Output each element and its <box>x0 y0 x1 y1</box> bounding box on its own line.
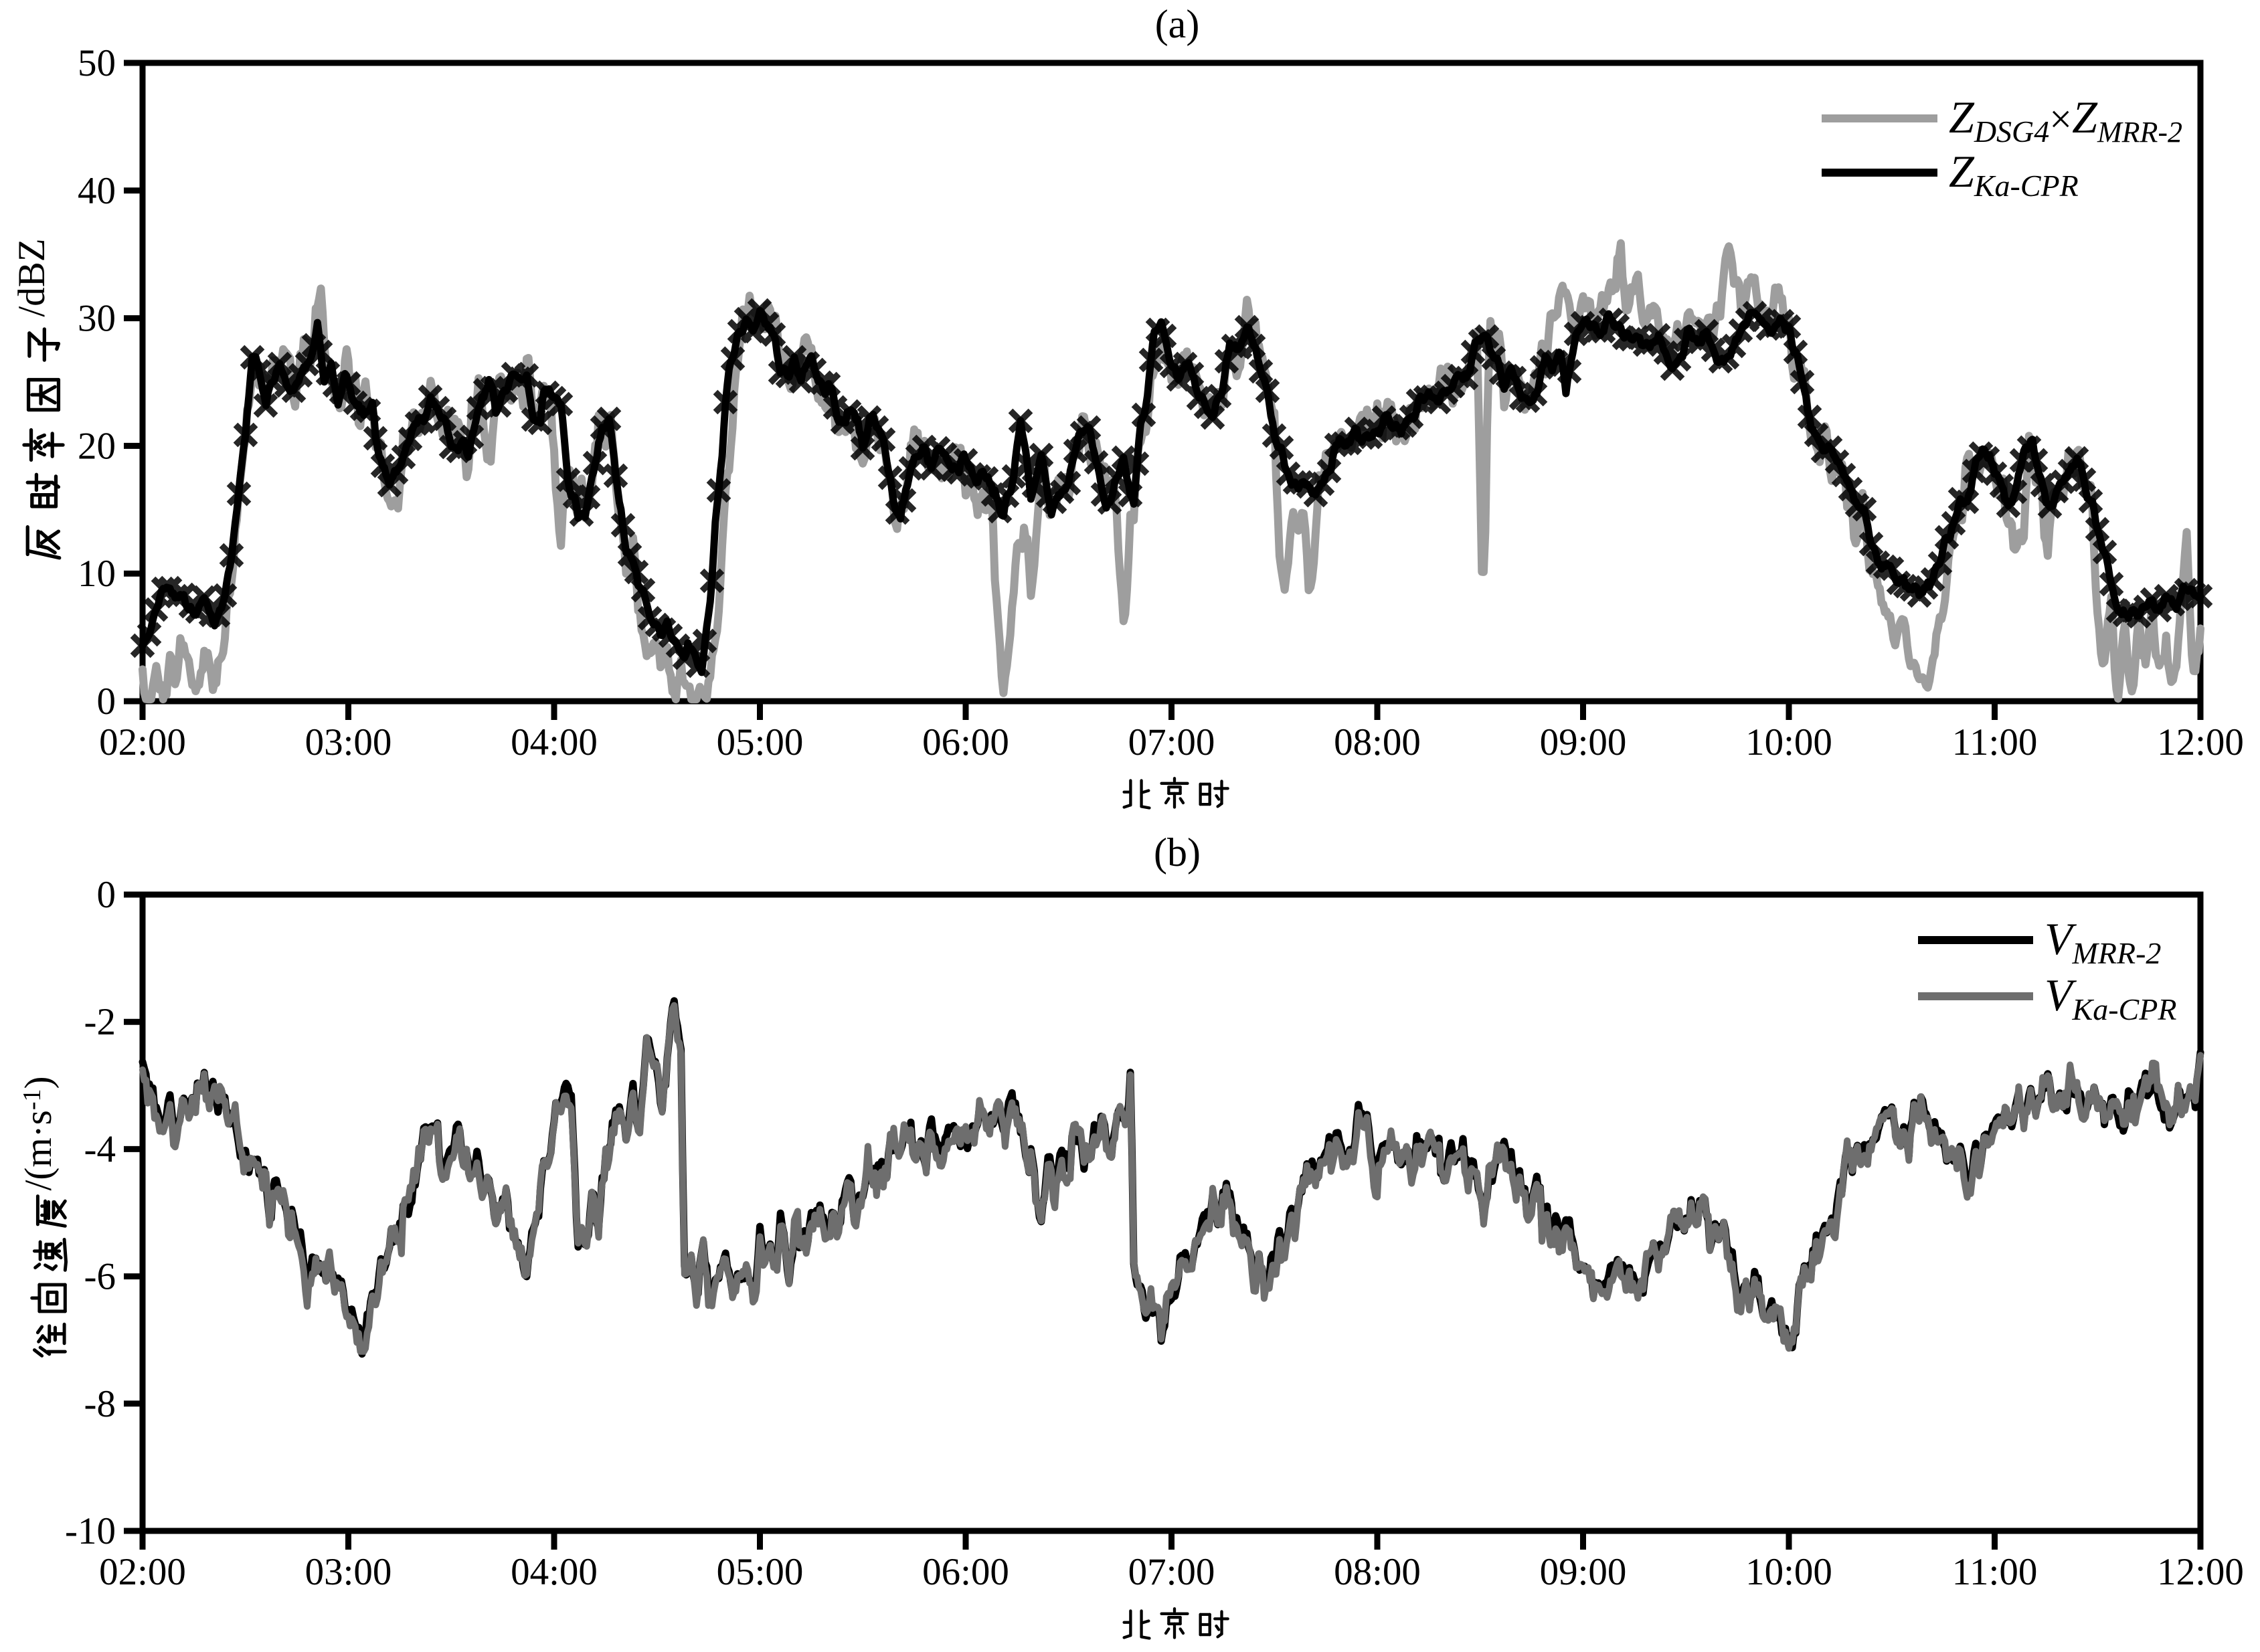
svg-text:-2: -2 <box>84 1001 116 1043</box>
svg-text:04:00: 04:00 <box>511 1551 598 1593</box>
svg-text:07:00: 07:00 <box>1128 721 1215 763</box>
svg-text:03:00: 03:00 <box>305 1551 392 1593</box>
svg-text:02:00: 02:00 <box>99 1551 186 1593</box>
svg-text:04:00: 04:00 <box>511 721 598 763</box>
svg-text:20: 20 <box>78 425 116 467</box>
svg-text:03:00: 03:00 <box>305 721 392 763</box>
svg-text:/dBZ: /dBZ <box>11 238 53 316</box>
svg-text:40: 40 <box>78 170 116 212</box>
svg-text:06:00: 06:00 <box>922 721 1009 763</box>
svg-text:-10: -10 <box>65 1510 116 1552</box>
svg-text:09:00: 09:00 <box>1540 1551 1627 1593</box>
svg-text:0: 0 <box>97 680 116 723</box>
svg-text:07:00: 07:00 <box>1128 1551 1215 1593</box>
svg-text:-6: -6 <box>84 1256 116 1298</box>
svg-text:12:00: 12:00 <box>2157 1551 2244 1593</box>
svg-text:50: 50 <box>78 42 116 84</box>
svg-text:30: 30 <box>78 298 116 340</box>
svg-text:11:00: 11:00 <box>1952 1551 2038 1593</box>
svg-text:12:00: 12:00 <box>2157 721 2244 763</box>
svg-text:08:00: 08:00 <box>1334 1551 1421 1593</box>
svg-text:(a): (a) <box>1155 2 1200 46</box>
svg-text:10:00: 10:00 <box>1745 721 1832 763</box>
svg-text:08:00: 08:00 <box>1334 721 1421 763</box>
svg-text:11:00: 11:00 <box>1952 721 2038 763</box>
svg-text:05:00: 05:00 <box>717 721 804 763</box>
svg-text:05:00: 05:00 <box>717 1551 804 1593</box>
svg-text:06:00: 06:00 <box>922 1551 1009 1593</box>
svg-text:-8: -8 <box>84 1383 116 1425</box>
svg-text:09:00: 09:00 <box>1540 721 1627 763</box>
svg-text:0: 0 <box>97 874 116 916</box>
svg-text:02:00: 02:00 <box>99 721 186 763</box>
svg-text:-4: -4 <box>84 1128 116 1170</box>
svg-text:10:00: 10:00 <box>1745 1551 1832 1593</box>
svg-text:(b): (b) <box>1154 830 1201 875</box>
svg-text:10: 10 <box>78 553 116 595</box>
